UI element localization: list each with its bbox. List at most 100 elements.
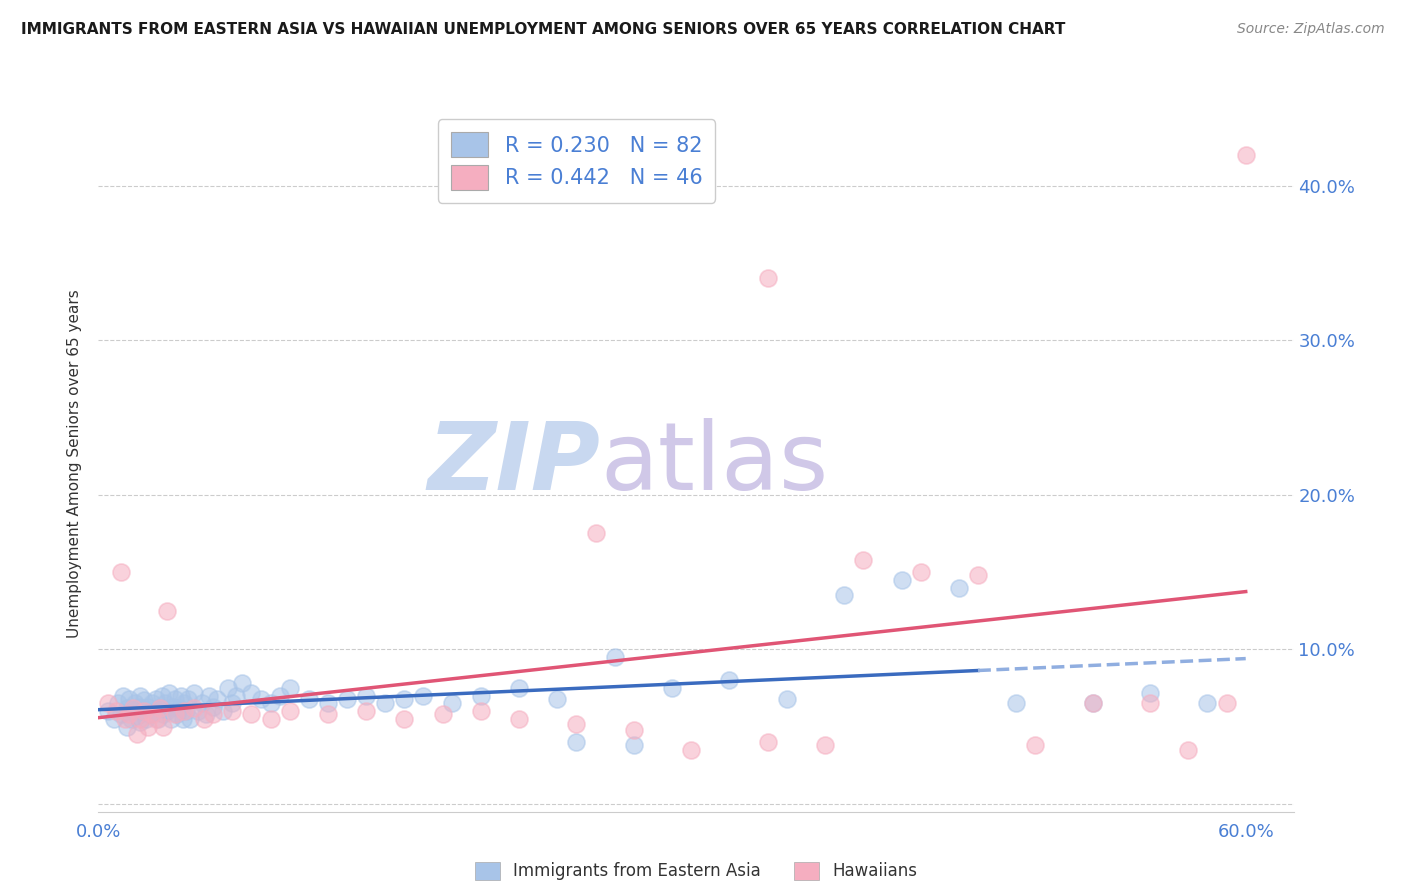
Point xyxy=(115,701,138,715)
Point xyxy=(149,701,172,715)
Point xyxy=(718,673,741,688)
Point xyxy=(221,697,243,711)
Point xyxy=(298,691,321,706)
Point xyxy=(269,689,291,703)
Point xyxy=(194,707,217,722)
Point xyxy=(202,707,225,722)
Point xyxy=(118,691,141,706)
Point xyxy=(565,735,588,749)
Legend: Immigrants from Eastern Asia, Hawaiians: Immigrants from Eastern Asia, Hawaiians xyxy=(468,855,924,887)
Point xyxy=(412,689,434,703)
Point xyxy=(183,686,205,700)
Point xyxy=(374,697,396,711)
Point xyxy=(432,707,454,722)
Point xyxy=(603,650,626,665)
Point xyxy=(145,691,167,706)
Point xyxy=(129,689,152,703)
Point xyxy=(187,704,209,718)
Point xyxy=(1005,697,1028,711)
Point xyxy=(163,707,186,722)
Point xyxy=(278,704,301,718)
Point xyxy=(142,704,165,718)
Point xyxy=(1081,697,1104,711)
Point xyxy=(141,697,163,711)
Point xyxy=(316,697,339,711)
Point xyxy=(139,707,162,722)
Point xyxy=(441,697,464,711)
Point xyxy=(120,712,142,726)
Text: atlas: atlas xyxy=(600,417,828,510)
Point xyxy=(1215,697,1237,711)
Point xyxy=(681,743,703,757)
Point xyxy=(156,604,179,618)
Point xyxy=(97,697,120,711)
Point xyxy=(125,727,148,741)
Point xyxy=(623,723,645,737)
Point xyxy=(128,699,150,714)
Point xyxy=(832,588,855,602)
Point xyxy=(169,689,191,703)
Point xyxy=(129,714,152,729)
Point xyxy=(149,701,172,715)
Point xyxy=(354,689,377,703)
Point xyxy=(814,738,837,752)
Point xyxy=(172,712,194,726)
Point xyxy=(240,707,263,722)
Point xyxy=(156,704,179,718)
Point xyxy=(193,712,215,726)
Point xyxy=(756,735,779,749)
Point xyxy=(250,691,273,706)
Point xyxy=(135,712,157,726)
Point xyxy=(1139,686,1161,700)
Point xyxy=(205,691,228,706)
Point xyxy=(112,689,135,703)
Point xyxy=(107,697,129,711)
Point xyxy=(176,704,198,718)
Point xyxy=(890,573,912,587)
Point xyxy=(179,712,201,726)
Point xyxy=(1234,147,1257,161)
Point xyxy=(163,691,186,706)
Point xyxy=(152,720,174,734)
Point xyxy=(134,704,156,718)
Point xyxy=(104,704,127,718)
Point xyxy=(198,689,221,703)
Point xyxy=(316,707,339,722)
Point xyxy=(173,704,195,718)
Point xyxy=(1197,697,1219,711)
Point xyxy=(1024,738,1046,752)
Point xyxy=(173,697,195,711)
Point xyxy=(155,697,177,711)
Point xyxy=(259,712,281,726)
Point xyxy=(508,681,530,695)
Point xyxy=(221,704,243,718)
Point xyxy=(231,676,253,690)
Point xyxy=(177,691,200,706)
Point xyxy=(136,720,159,734)
Point xyxy=(585,526,607,541)
Point xyxy=(225,689,247,703)
Point xyxy=(121,704,143,718)
Point xyxy=(190,697,212,711)
Point xyxy=(124,697,146,711)
Point xyxy=(160,712,183,726)
Point xyxy=(278,681,301,695)
Point xyxy=(115,720,138,734)
Point xyxy=(259,697,281,711)
Point xyxy=(103,712,125,726)
Point xyxy=(1177,743,1199,757)
Y-axis label: Unemployment Among Seniors over 65 years: Unemployment Among Seniors over 65 years xyxy=(67,290,83,638)
Point xyxy=(211,704,233,718)
Point xyxy=(852,552,875,566)
Point xyxy=(114,712,136,726)
Point xyxy=(623,738,645,752)
Point xyxy=(661,681,683,695)
Point xyxy=(336,691,359,706)
Point xyxy=(146,712,169,726)
Point xyxy=(217,681,239,695)
Point xyxy=(565,716,588,731)
Text: IMMIGRANTS FROM EASTERN ASIA VS HAWAIIAN UNEMPLOYMENT AMONG SENIORS OVER 65 YEAR: IMMIGRANTS FROM EASTERN ASIA VS HAWAIIAN… xyxy=(21,22,1066,37)
Point xyxy=(131,704,153,718)
Point xyxy=(166,707,188,722)
Text: ZIP: ZIP xyxy=(427,417,600,510)
